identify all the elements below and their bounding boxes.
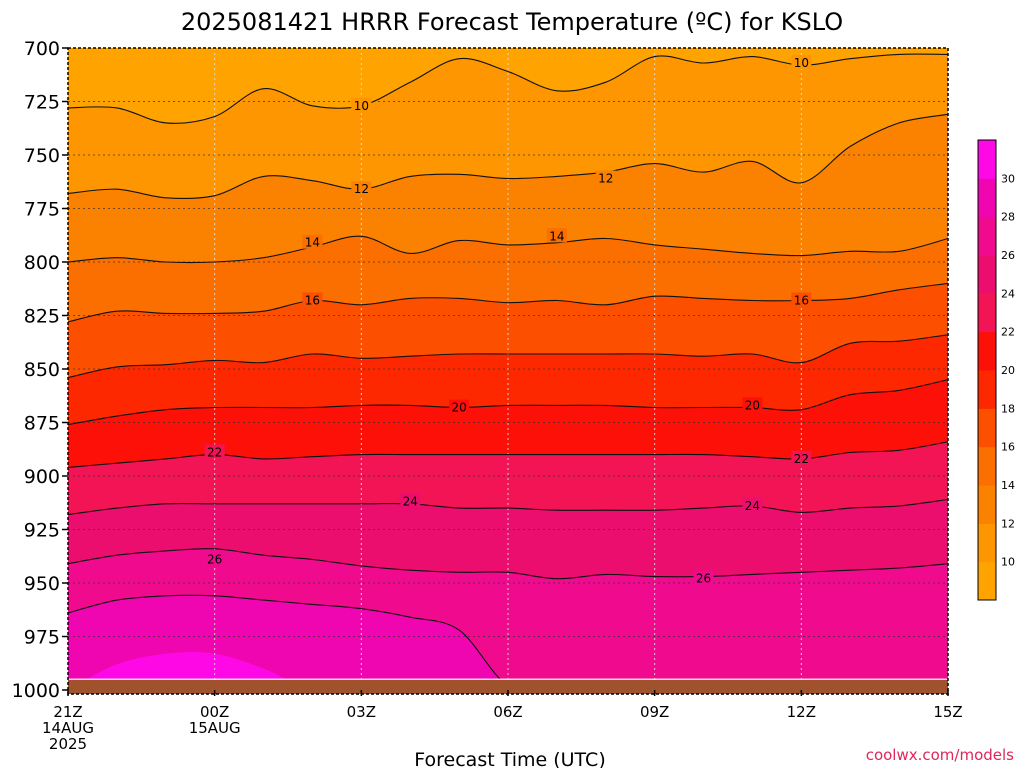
ground-band	[68, 679, 948, 694]
contour-label-26-0: 26	[207, 552, 222, 566]
contour-label-12-0: 12	[354, 182, 369, 196]
colorbar-tick-18: 18	[1001, 402, 1015, 415]
contour-label-bg-16-1	[791, 292, 812, 307]
x-tick-label-9-0: 06Z	[493, 703, 522, 721]
contour-label-14-1: 14	[549, 229, 564, 243]
colorbar-segment-9	[978, 216, 996, 256]
colorbar-segment-6	[978, 331, 996, 371]
source-credit-link[interactable]: coolwx.com/models	[866, 746, 1014, 764]
contour-label-bg-20-0	[449, 399, 470, 414]
colorbar-segment-4	[978, 408, 996, 448]
colorbar-border	[977, 139, 997, 601]
colorbar-tick-16: 16	[1001, 441, 1015, 454]
isotherm-26	[67, 548, 949, 580]
y-tick-label-950: 950	[24, 573, 60, 595]
colorbar-segment-2	[978, 485, 996, 524]
isotherm-18	[67, 334, 949, 379]
colorbar-segment-5	[978, 370, 996, 409]
x-tick-label-3-0: 00Z	[200, 703, 229, 721]
x-tick-label-3-1: 15AUG	[189, 719, 241, 737]
chart-title: 2025081421 HRRR Forecast Temperature (ºC…	[181, 8, 843, 36]
x-tick-label-15-0: 12Z	[787, 703, 816, 721]
contour-label-16-1: 16	[794, 294, 809, 308]
colorbar-segment-1	[978, 523, 996, 563]
x-axis-label: Forecast Time (UTC)	[414, 749, 605, 768]
y-tick-label-775: 775	[24, 199, 60, 221]
colorbar-tick-10: 10	[1001, 556, 1015, 569]
colorbar-tick-14: 14	[1001, 479, 1015, 492]
contour-label-bg-14-1	[546, 228, 567, 243]
contour-label-bg-26-1	[693, 570, 714, 585]
contour-label-20-0: 20	[451, 401, 466, 415]
contour-label-bg-12-1	[595, 170, 616, 185]
y-tick-label-800: 800	[24, 252, 60, 274]
x-tick-label-0-2: 2025	[49, 735, 87, 753]
y-tick-label-825: 825	[24, 306, 60, 328]
colorbar-segment-0	[978, 561, 996, 601]
isotherm-20	[67, 379, 949, 426]
y-tick-label-700: 700	[24, 38, 60, 60]
y-tick-label-1000: 1000	[12, 680, 60, 702]
isotherm-14	[67, 235, 949, 264]
ground-surface-band	[68, 678, 948, 694]
contour-label-10-1: 10	[794, 56, 809, 70]
x-tick-label-18-0: 15Z	[933, 703, 962, 721]
y-tick-label-900: 900	[24, 466, 60, 488]
contour-label-bg-22-0	[204, 444, 225, 459]
contour-label-bg-20-1	[742, 397, 763, 412]
colorbar-tick-12: 12	[1001, 517, 1015, 530]
dotted-grid	[68, 48, 948, 690]
y-tick-label-975: 975	[24, 627, 60, 649]
colorbar-segment-7	[978, 293, 996, 333]
contour-label-bg-14-0	[302, 234, 323, 249]
contour-label-20-1: 20	[745, 398, 760, 412]
y-tick-label-750: 750	[24, 145, 60, 167]
contour-label-26-1: 26	[696, 572, 711, 586]
contour-label-16-0: 16	[305, 294, 320, 308]
contour-label-24-0: 24	[403, 495, 418, 509]
x-tick-label-0-1: 14AUG	[42, 719, 94, 737]
contour-label-bg-10-1	[791, 54, 812, 69]
contour-label-bg-16-0	[302, 292, 323, 307]
colorbar-segment-8	[978, 255, 996, 294]
x-tick-label-12-0: 09Z	[640, 703, 669, 721]
y-tick-label-875: 875	[24, 413, 60, 435]
contour-label-24-1: 24	[745, 499, 760, 513]
contour-label-bg-26-0	[204, 551, 225, 566]
contour-label-bg-24-1	[742, 497, 763, 512]
colorbar-tick-24: 24	[1001, 287, 1015, 300]
contour-label-12-1: 12	[598, 172, 613, 186]
contour-label-bg-22-1	[791, 450, 812, 465]
colorbar-segment-10	[978, 178, 996, 218]
colorbar-tick-28: 28	[1001, 211, 1015, 224]
isotherm-12	[67, 113, 949, 200]
contour-label-bg-10-0	[351, 97, 372, 112]
colorbar-tick-30: 30	[1001, 172, 1015, 185]
colorbar-tick-22: 22	[1001, 326, 1015, 339]
y-tick-label-725: 725	[24, 92, 60, 114]
isotherm-24	[67, 498, 949, 516]
x-tick-label-0-0: 21Z	[53, 703, 82, 721]
colorbar-segment-3	[978, 446, 996, 486]
band-above-28	[68, 595, 948, 692]
contour-label-bg-12-0	[351, 181, 372, 196]
colorbar-tick-20: 20	[1001, 364, 1015, 377]
contour-label-10-0: 10	[354, 99, 369, 113]
y-tick-label-850: 850	[24, 359, 60, 381]
contour-label-22-1: 22	[794, 452, 809, 466]
colorbar-tick-26: 26	[1001, 249, 1015, 262]
contour-label-14-0: 14	[305, 236, 320, 250]
contour-label-22-0: 22	[207, 445, 222, 459]
temperature-colorbar: 10 12 14 16 18 20 22 24 26 28 30	[977, 139, 1015, 601]
colorbar-segment-11	[978, 140, 996, 179]
contour-label-bg-24-0	[400, 493, 421, 508]
y-tick-label-925: 925	[24, 520, 60, 542]
pressure-axis-ticks: 700 725 750 775 800 825 850 875 900 925 950 975 1000	[12, 38, 68, 702]
x-tick-label-6-0: 03Z	[347, 703, 376, 721]
